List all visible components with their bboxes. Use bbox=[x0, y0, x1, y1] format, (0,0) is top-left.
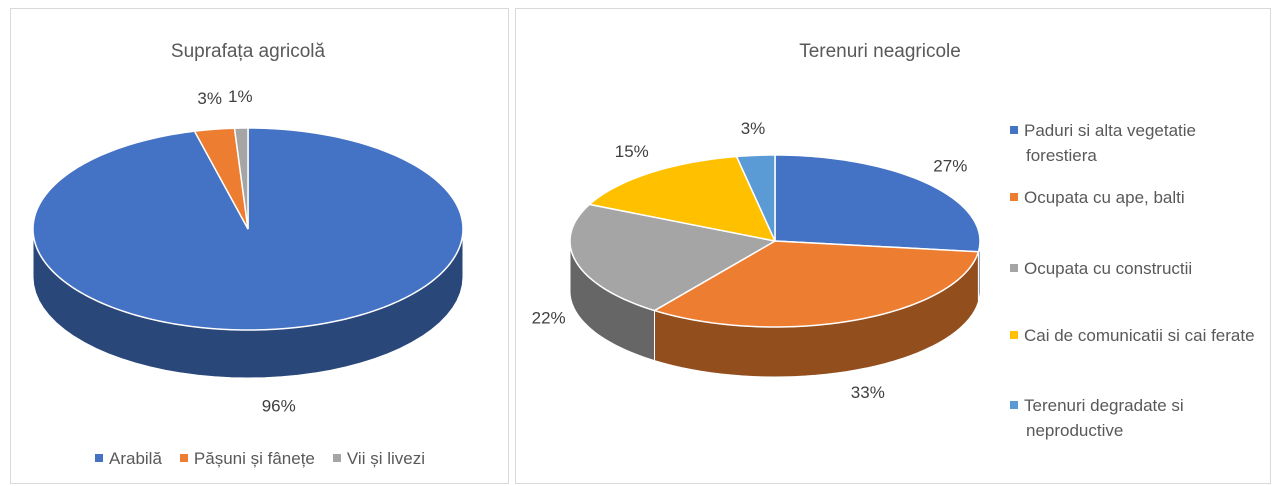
legend-label: Arabilă bbox=[109, 449, 162, 468]
data-label: 3% bbox=[197, 89, 222, 108]
legend-item: Paduri si alta vegetatie forestiera bbox=[1010, 118, 1271, 168]
legend-label: Pășuni și fânețe bbox=[193, 449, 315, 468]
slice bbox=[193, 127, 249, 230]
legend-swatch bbox=[1010, 400, 1018, 409]
legend-swatch bbox=[1010, 330, 1018, 339]
legend-item: Pășuni și fânețe bbox=[179, 449, 315, 468]
legend-label: Cai de comunicatii si cai ferate bbox=[1024, 326, 1255, 345]
legend-swatch bbox=[332, 453, 341, 462]
legend-label: Terenuri degradate si neproductive bbox=[1024, 396, 1184, 440]
data-label: 1% bbox=[228, 87, 253, 106]
legend-swatch bbox=[179, 453, 188, 462]
legend: Arabilă Pășuni și fânețe Vii și livezi bbox=[30, 446, 490, 471]
panel bbox=[10, 8, 509, 484]
legend-swatch bbox=[95, 453, 103, 462]
legend-item: Arabilă bbox=[95, 449, 162, 468]
legend-item: Terenuri degradate si neproductive bbox=[1010, 393, 1271, 443]
data-label: 96% bbox=[262, 397, 296, 416]
legend-label: Ocupata cu constructii bbox=[1024, 259, 1193, 278]
legend-label: Vii și livezi bbox=[346, 449, 425, 468]
slice bbox=[587, 155, 777, 243]
legend-swatch bbox=[1010, 125, 1018, 134]
legend-label: Ocupata cu ape, balti bbox=[1024, 188, 1185, 207]
data-label: 33% bbox=[851, 383, 885, 402]
legend-label: Paduri si alta vegetatie forestiera bbox=[1024, 121, 1196, 165]
slice bbox=[774, 154, 981, 253]
slice bbox=[735, 154, 776, 242]
panel bbox=[515, 8, 1271, 484]
data-label: 27% bbox=[933, 157, 967, 176]
legend-item: Cai de comunicatii si cai ferate bbox=[1010, 323, 1271, 348]
slice bbox=[233, 127, 249, 230]
legend-item: Ocupata cu ape, balti bbox=[1010, 185, 1271, 210]
chart-title: Terenuri neagricole bbox=[799, 41, 961, 62]
data-label: 15% bbox=[615, 142, 649, 161]
data-label: 22% bbox=[532, 308, 566, 327]
legend-item: Vii și livezi bbox=[332, 449, 425, 468]
legend-swatch bbox=[1010, 192, 1018, 201]
data-label: 3% bbox=[741, 119, 766, 138]
legend-swatch bbox=[1010, 263, 1018, 272]
slice bbox=[652, 240, 980, 328]
chart-title: Suprafața agricolă bbox=[171, 41, 326, 62]
legend-item: Ocupata cu constructii bbox=[1010, 256, 1271, 281]
